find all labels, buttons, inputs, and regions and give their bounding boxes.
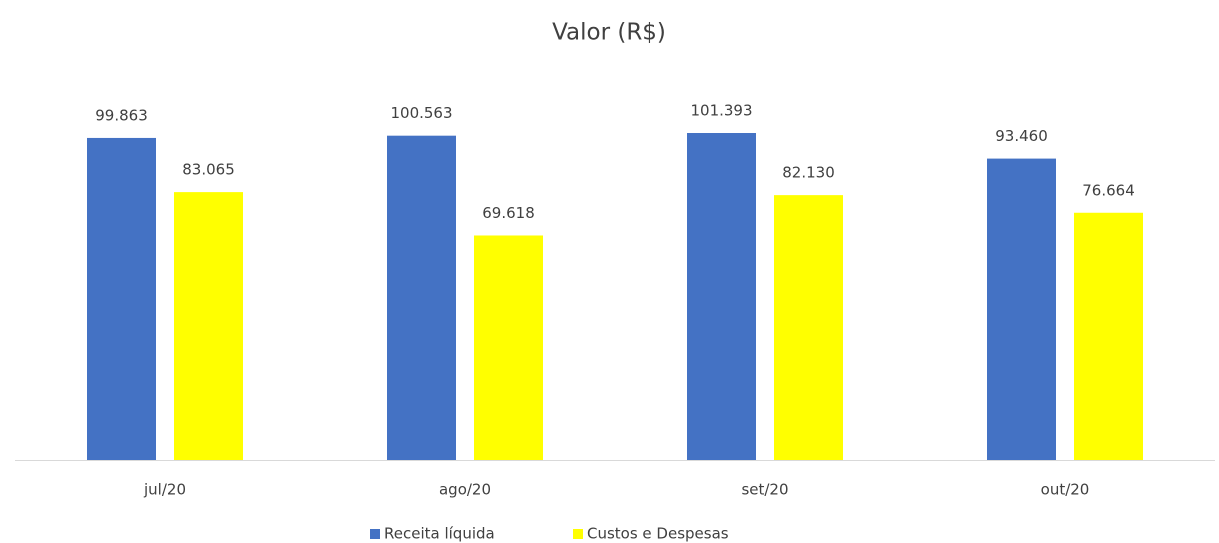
chart-title: Valor (R$)	[552, 20, 666, 46]
bar	[174, 192, 243, 461]
bar	[387, 135, 456, 460]
bar	[774, 195, 843, 461]
legend-label: Custos e Despesas	[587, 525, 729, 543]
data-label: 93.460	[995, 127, 1048, 145]
bar	[687, 133, 756, 460]
data-label: 76.664	[1082, 181, 1135, 199]
x-tick-label: out/20	[1041, 481, 1090, 499]
bar	[474, 235, 543, 460]
x-tick-label: jul/20	[143, 481, 186, 499]
legend-swatch	[573, 529, 583, 539]
data-label: 82.130	[782, 164, 835, 182]
bar	[87, 137, 156, 460]
x-tick-label: set/20	[741, 481, 788, 499]
data-label: 69.618	[482, 204, 535, 222]
bar	[1074, 212, 1143, 460]
data-label: 99.863	[95, 106, 148, 124]
x-tick-label: ago/20	[439, 481, 491, 499]
legend-label: Receita líquida	[384, 525, 495, 543]
legend-swatch	[370, 529, 380, 539]
bar	[987, 158, 1056, 461]
data-label: 101.393	[690, 102, 752, 120]
data-label: 100.563	[390, 104, 452, 122]
data-label: 83.065	[182, 161, 235, 179]
